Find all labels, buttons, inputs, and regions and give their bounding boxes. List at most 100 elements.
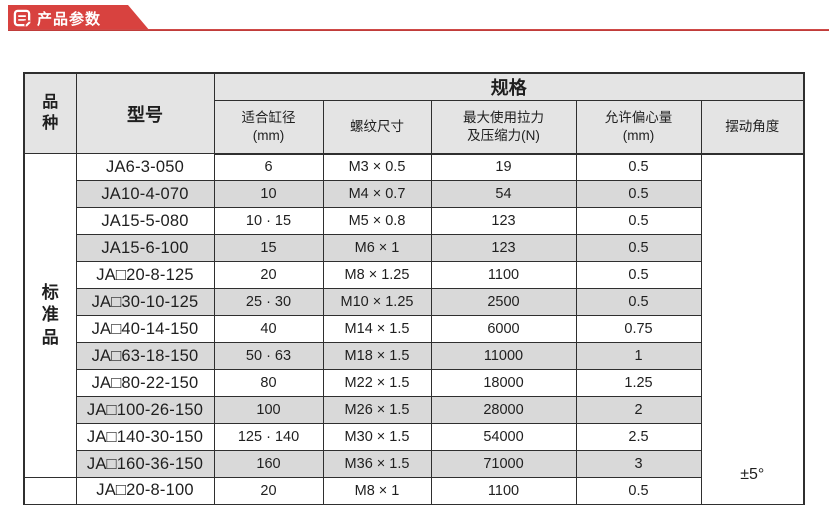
force-cell: 2500 [430,288,577,316]
table-row: JA15-6-100 15 M6 × 1 123 0.5 [24,234,804,262]
thread-cell: M14 × 1.5 [322,315,432,343]
section-divider-line [8,29,829,31]
table-row: JA□20-8-125 20 M8 × 1.25 1100 0.5 [24,261,804,289]
bore-cell: 80 [213,369,324,397]
eccentricity-cell: 1.25 [575,369,702,397]
model-cell: JA10-4-070 [75,180,215,208]
bore-cell: 15 [213,234,324,262]
thread-cell: M4 × 0.7 [322,180,432,208]
table-row: JA□100-26-150 100 M26 × 1.5 28000 2 [24,396,804,424]
bore-cell: 10 [213,180,324,208]
force-cell: 71000 [430,450,577,478]
section-header-banner: 产品参数 [8,5,150,31]
bore-cell: 20 [213,261,324,289]
spec-group-header: 规格 [213,72,805,101]
thread-cell: M26 × 1.5 [322,396,432,424]
eccentricity-cell: 0.5 [575,288,702,316]
force-cell: 54000 [430,423,577,451]
model-cell: JA15-5-080 [75,207,215,235]
model-cell: JA□100-26-150 [75,396,215,424]
thread-cell: M8 × 1 [322,477,432,505]
category-group-cell [23,477,77,505]
document-lines-icon [13,9,32,28]
force-cell: 11000 [430,342,577,370]
eccentricity-cell: 0.5 [575,234,702,262]
force-cell: 18000 [430,369,577,397]
thread-column-header: 螺纹尺寸 [322,100,432,155]
thread-cell: M5 × 0.8 [322,207,432,235]
section-title: 产品参数 [37,10,102,28]
spec-table: 品种 型号 规格 适合缸径 (mm) 螺纹尺寸 最大使用拉力 及压缩力(N) [23,72,805,505]
table-row: JA□30-10-125 25 · 30 M10 × 1.25 2500 0.5 [24,288,804,316]
table-row: JA□40-14-150 40 M14 × 1.5 6000 0.75 [24,315,804,343]
bore-cell: 100 [213,396,324,424]
header-row-spec-group: 品种 型号 规格 [23,72,805,154]
force-cell: 1100 [430,261,577,289]
thread-cell: M3 × 0.5 [322,153,432,181]
model-cell: JA6-3-050 [75,153,215,181]
model-cell: JA□20-8-100 [75,477,215,505]
model-column-header: 型号 [75,72,215,154]
thread-cell: M10 × 1.25 [322,288,432,316]
force-cell: 54 [430,180,577,208]
model-cell: JA□160-36-150 [75,450,215,478]
eccentricity-cell: 2.5 [575,423,702,451]
bore-cell: 50 · 63 [213,342,324,370]
bore-cell: 6 [213,153,324,181]
category-column-header: 品种 [23,72,77,154]
table-row: JA□140-30-150 125 · 140 M30 × 1.5 54000 2.5 [24,423,804,451]
category-group-cell: 标准品 [23,153,77,478]
force-cell: 123 [430,207,577,235]
eccentricity-cell: 0.5 [575,477,702,505]
eccentricity-cell: 0.5 [575,207,702,235]
eccentricity-cell: 0.75 [575,315,702,343]
bore-cell: 20 [213,477,324,505]
bore-cell: 160 [213,450,324,478]
thread-cell: M36 × 1.5 [322,450,432,478]
thread-cell: M8 × 1.25 [322,261,432,289]
thread-cell: M18 × 1.5 [322,342,432,370]
bore-cell: 25 · 30 [213,288,324,316]
model-cell: JA□20-8-125 [75,261,215,289]
spec-table-body: 标准品 JA6-3-050 6 M3 × 0.5 19 0.5 ±5° JA10-4-070 1… [23,153,805,505]
force-cell: 1100 [430,477,577,505]
thread-cell: M6 × 1 [322,234,432,262]
category-group-label: 标准品 [41,283,59,347]
model-cell: JA□40-14-150 [75,315,215,343]
model-cell: JA□140-30-150 [75,423,215,451]
force-cell: 19 [430,153,577,181]
force-cell: 28000 [430,396,577,424]
bore-cell: 10 · 15 [213,207,324,235]
bore-cell: 40 [213,315,324,343]
bore-cell: 125 · 140 [213,423,324,451]
eccentricity-cell: 0.5 [575,180,702,208]
table-row: JA□63-18-150 50 · 63 M18 × 1.5 11000 1 [24,342,804,370]
max-force-column-header: 最大使用拉力 及压缩力(N) [430,100,577,155]
header-row-sub-columns: 适合缸径 (mm) 螺纹尺寸 最大使用拉力 及压缩力(N) 允许偏心量 (mm)… [24,100,805,155]
bore-column-header: 适合缸径 (mm) [213,100,324,155]
eccentricity-cell: 1 [575,342,702,370]
model-cell: JA15-6-100 [75,234,215,262]
eccentricity-cell: 2 [575,396,702,424]
swing-angle-cell: ±5° [700,153,805,505]
model-cell: JA□30-10-125 [75,288,215,316]
swing-angle-value: ±5° [740,465,765,483]
eccentricity-cell: 0.5 [575,261,702,289]
eccentricity-cell: 3 [575,450,702,478]
table-row: JA15-5-080 10 · 15 M5 × 0.8 123 0.5 [24,207,804,235]
thread-cell: M30 × 1.5 [322,423,432,451]
swing-angle-column-header: 摆动角度 [700,100,805,155]
category-header-label: 品种 [42,93,59,132]
table-row: JA□160-36-150 160 M36 × 1.5 71000 3 [24,450,804,478]
force-cell: 123 [430,234,577,262]
model-cell: JA□80-22-150 [75,369,215,397]
eccentricity-column-header: 允许偏心量 (mm) [575,100,702,155]
table-row: JA□80-22-150 80 M22 × 1.5 18000 1.25 [24,369,804,397]
force-cell: 6000 [430,315,577,343]
thread-cell: M22 × 1.5 [322,369,432,397]
table-row: JA10-4-070 10 M4 × 0.7 54 0.5 [24,180,804,208]
eccentricity-cell: 0.5 [575,153,702,181]
model-cell: JA□63-18-150 [75,342,215,370]
table-row: JA□20-8-100 20 M8 × 1 1100 0.5 [23,477,804,505]
